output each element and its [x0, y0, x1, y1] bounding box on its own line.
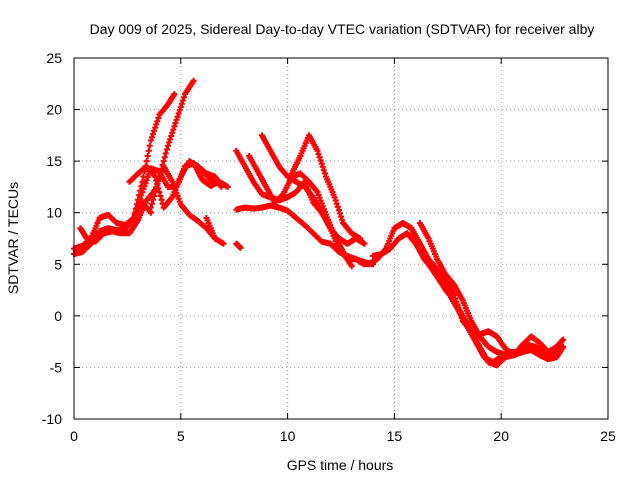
series-track-14 — [288, 132, 364, 242]
chart-title: Day 009 of 2025, Sidereal Day-to-day VTE… — [90, 21, 595, 37]
series-track-8 — [203, 214, 218, 242]
data-point-markers — [173, 160, 231, 190]
y-tick-label: 0 — [54, 308, 62, 324]
data-point-markers — [203, 214, 218, 242]
x-tick-label: 15 — [387, 428, 403, 444]
series-track-18 — [417, 220, 509, 359]
x-tick-label: 10 — [280, 428, 296, 444]
series-track-6 — [147, 77, 197, 211]
plot-frame — [73, 57, 609, 420]
data-points — [71, 77, 567, 369]
data-point-markers — [288, 132, 364, 242]
x-tick-label: 25 — [600, 428, 616, 444]
y-tick-label: 20 — [46, 102, 62, 118]
data-point-markers — [259, 132, 368, 247]
data-point-markers — [417, 220, 509, 359]
y-axis-title: SDTVAR / TECUs — [5, 182, 21, 294]
tick-labels: 0 5 10 15 20 25 -10 -5 0 5 10 15 20 25 — [42, 50, 616, 444]
axis-ticks — [73, 57, 609, 420]
x-tick-label: 0 — [70, 428, 78, 444]
y-tick-label: 25 — [46, 50, 62, 66]
x-tick-label: 20 — [493, 428, 509, 444]
y-tick-label: 10 — [46, 205, 62, 221]
y-tick-label: -5 — [50, 359, 63, 375]
data-point-markers — [370, 230, 564, 366]
y-tick-label: -10 — [42, 411, 62, 427]
grid — [74, 58, 608, 419]
series-track-5 — [130, 91, 178, 221]
x-tick-label: 5 — [177, 428, 185, 444]
x-axis-title: GPS time / hours — [287, 457, 394, 473]
series-track-16 — [370, 230, 564, 366]
y-tick-label: 5 — [54, 256, 62, 272]
series-track-7 — [173, 160, 231, 190]
series-track-13 — [259, 132, 368, 247]
y-tick-label: 15 — [46, 153, 62, 169]
data-point-markers — [233, 240, 244, 251]
data-point-markers — [130, 91, 178, 221]
data-point-markers — [147, 77, 197, 211]
series-track-9 — [233, 240, 244, 251]
